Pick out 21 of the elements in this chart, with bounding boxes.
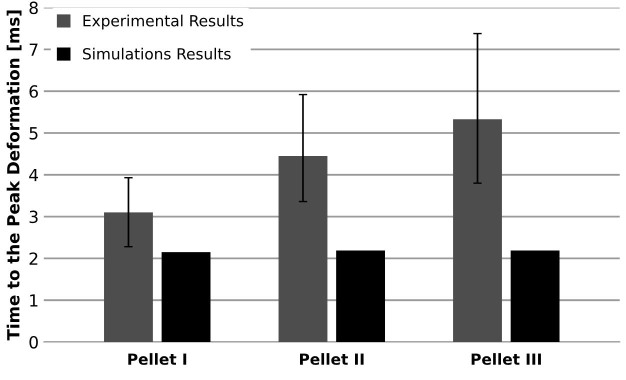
bar: [278, 156, 328, 342]
y-tick-label: 5: [30, 127, 38, 140]
x-tick-label: Pellet II: [300, 353, 364, 365]
y-tick-label: 1: [30, 294, 38, 307]
bar: [162, 252, 210, 342]
bar: [510, 250, 560, 342]
y-axis-title: Time to the Peak Deformation [ms]: [6, 10, 22, 340]
y-tick-label: 6: [30, 85, 38, 98]
y-tick-label: 0: [29, 336, 38, 349]
bar: [104, 212, 153, 342]
y-tick-label: 2: [30, 252, 38, 265]
legend-label: Experimental Results: [84, 14, 244, 30]
y-tick-label: 3: [30, 210, 38, 224]
y-tick-label: 8: [29, 2, 38, 14]
x-tick-label: Pellet III: [472, 353, 541, 365]
y-tick-label: 4: [29, 168, 38, 182]
bar: [336, 250, 386, 342]
legend-label: Simulations Results: [83, 48, 231, 60]
x-tick-label: Pellet I: [128, 353, 186, 365]
y-tick-label: 7: [30, 44, 38, 56]
bar: [453, 119, 502, 342]
